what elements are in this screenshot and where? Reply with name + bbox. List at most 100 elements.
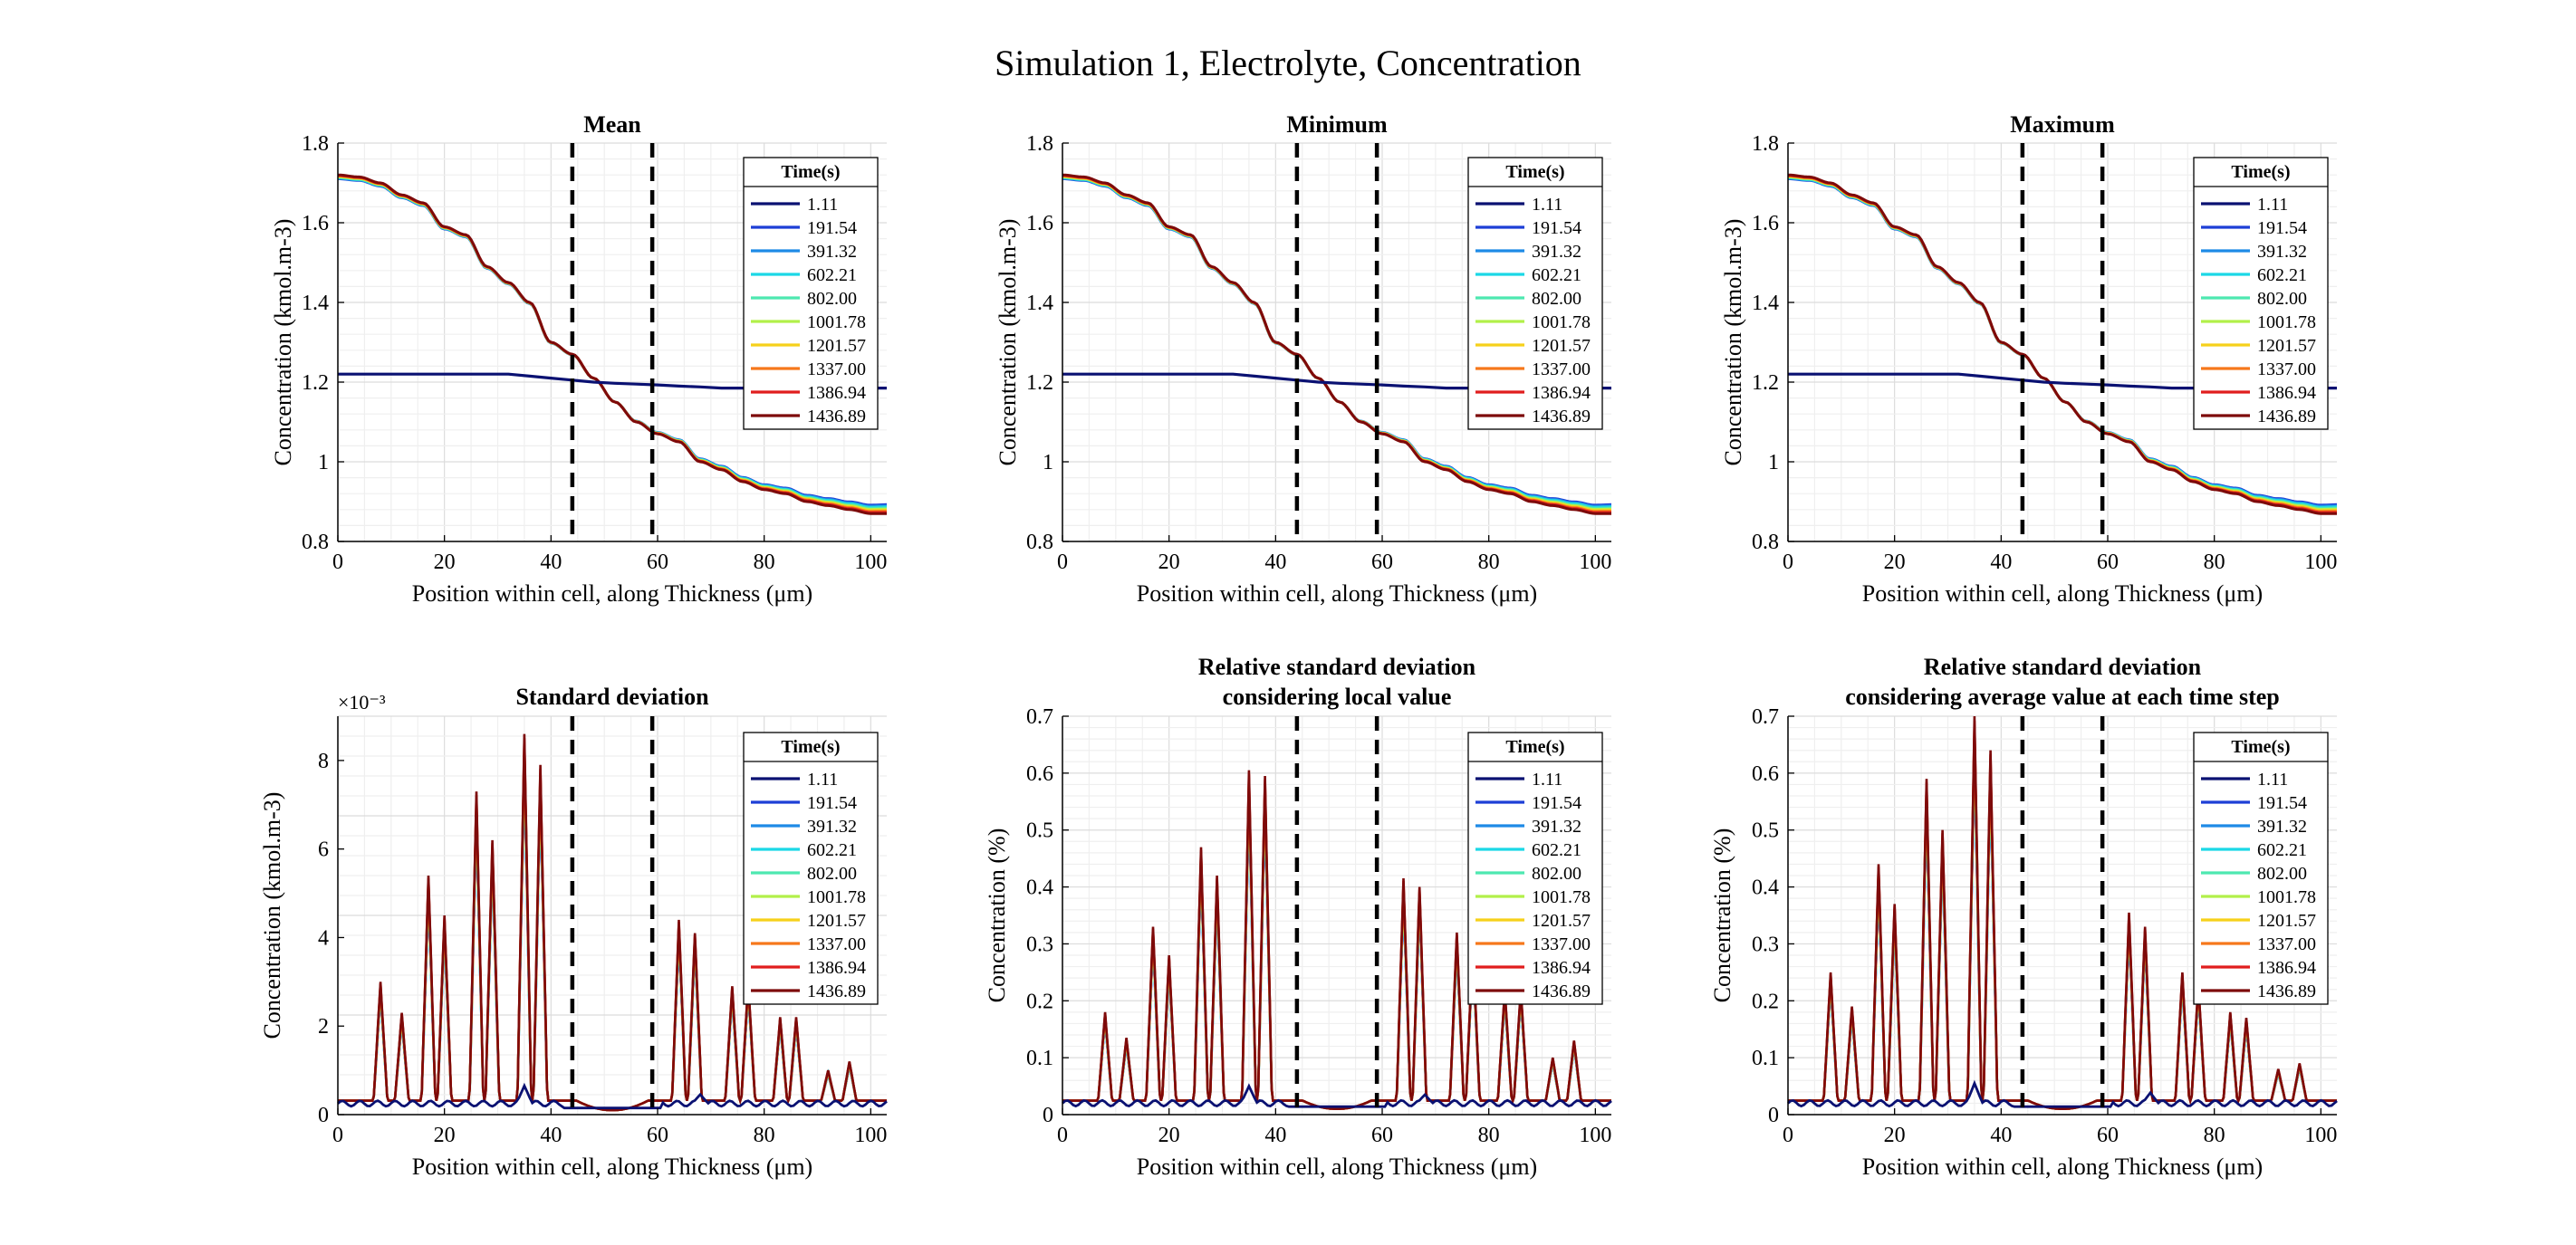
x-tick-label: 20 xyxy=(1884,551,1906,574)
y-tick-label: 0.2 xyxy=(1026,990,1053,1013)
y-tick-label: 0 xyxy=(318,1104,329,1127)
x-tick-label: 0 xyxy=(332,1124,343,1147)
y-tick-label: 0.5 xyxy=(1752,819,1779,843)
x-tick-label: 100 xyxy=(2304,1124,2337,1147)
x-tick-label: 60 xyxy=(2097,551,2119,574)
legend-title: Time(s) xyxy=(1505,737,1564,757)
y-tick-label: 1.4 xyxy=(1752,292,1779,315)
series-line-1.11 xyxy=(337,1082,888,1110)
x-tick-label: 20 xyxy=(434,1124,456,1147)
y-tick-label: 4 xyxy=(318,926,329,950)
x-tick-label: 80 xyxy=(754,1124,775,1147)
y-tick-label: 1.2 xyxy=(1026,371,1053,395)
x-tick-label: 20 xyxy=(1158,551,1180,574)
legend-title: Time(s) xyxy=(781,162,840,182)
y-tick-label: 0.1 xyxy=(1752,1047,1779,1070)
figure-title: Simulation 1, Electrolyte, Concentration xyxy=(995,43,1581,83)
y-tick-label: 1.8 xyxy=(1026,132,1053,156)
legend-label: 1436.89 xyxy=(2257,407,2316,426)
panel-title-line-2: considering local value xyxy=(1223,684,1452,710)
y-axis-label: Concentration (kmol.m-3) xyxy=(259,792,285,1039)
x-tick-label: 60 xyxy=(1371,1124,1393,1147)
legend-label: 602.21 xyxy=(1532,840,1581,860)
x-tick-label: 60 xyxy=(647,551,668,574)
x-axis-label: Position within cell, along Thickness (μ… xyxy=(1137,580,1537,607)
legend-title: Time(s) xyxy=(781,737,840,757)
x-tick-label: 100 xyxy=(854,551,887,574)
legend: Time(s) 1.11 191.54 391.32 602.21 802.00 1001.… xyxy=(2193,732,2329,1005)
chart-panel-2: 0 20 40 60 80 100 0.8 1 1.2 1.4 1.6 1.8 Position wit… xyxy=(995,111,1611,607)
y-tick-label: 0.1 xyxy=(1026,1047,1053,1070)
legend-label: 1.11 xyxy=(2257,770,2288,790)
legend-label: 1386.94 xyxy=(1532,383,1591,403)
y-axis-label: Concentration (kmol.m-3) xyxy=(995,219,1021,466)
legend-label: 602.21 xyxy=(1532,265,1581,285)
y-tick-label: 1.6 xyxy=(1026,212,1053,235)
x-tick-label: 0 xyxy=(1057,551,1068,574)
legend-label: 1337.00 xyxy=(1532,359,1591,379)
legend-title: Time(s) xyxy=(1505,162,1564,182)
y-tick-label: 0.7 xyxy=(1752,705,1779,729)
legend-label: 802.00 xyxy=(1532,289,1581,309)
legend-label: 1201.57 xyxy=(2257,336,2316,356)
legend: Time(s) 1.11 191.54 391.32 602.21 802.00 1001.… xyxy=(743,157,879,430)
legend: Time(s) 1.11 191.54 391.32 602.21 802.00 1001.… xyxy=(743,732,879,1005)
legend-title: Time(s) xyxy=(2231,737,2290,757)
y-tick-label: 1.4 xyxy=(302,292,329,315)
y-tick-label: 0 xyxy=(1768,1104,1779,1127)
legend-label: 1436.89 xyxy=(807,407,866,426)
series-group xyxy=(1062,173,1612,515)
x-axis-label: Position within cell, along Thickness (μ… xyxy=(412,580,812,607)
panel-title: Mean xyxy=(583,111,641,138)
panel-title-line-1: Relative standard deviation xyxy=(1198,654,1476,680)
legend-label: 602.21 xyxy=(807,840,857,860)
legend-label: 1.11 xyxy=(807,770,838,790)
legend-label: 1337.00 xyxy=(2257,359,2316,379)
legend-label: 802.00 xyxy=(807,289,857,309)
y-tick-label: 8 xyxy=(318,750,329,773)
legend-label: 1436.89 xyxy=(1532,982,1591,1001)
legend-label: 191.54 xyxy=(1532,218,1581,238)
legend-label: 1386.94 xyxy=(807,383,866,403)
x-tick-label: 0 xyxy=(1057,1124,1068,1147)
legend-label: 1337.00 xyxy=(807,359,866,379)
legend-label: 1.11 xyxy=(807,195,838,215)
panel-title: Standard deviation xyxy=(515,684,709,710)
x-tick-label: 80 xyxy=(754,551,775,574)
legend-label: 802.00 xyxy=(2257,864,2307,884)
y-tick-label: 1 xyxy=(318,451,329,474)
legend-label: 191.54 xyxy=(2257,793,2307,813)
x-tick-label: 40 xyxy=(1990,1124,2012,1147)
y-axis-label: Concentration (kmol.m-3) xyxy=(1720,219,1746,466)
y-tick-label: 1.6 xyxy=(1752,212,1779,235)
y-tick-label: 0.6 xyxy=(1752,762,1779,786)
legend-label: 1001.78 xyxy=(2257,887,2316,907)
series-line-1436.89 xyxy=(1062,173,1611,515)
legend-label: 1001.78 xyxy=(807,887,866,907)
x-tick-label: 80 xyxy=(2204,551,2225,574)
legend-label: 1.11 xyxy=(2257,195,2288,215)
legend-label: 602.21 xyxy=(807,265,857,285)
legend-label: 802.00 xyxy=(2257,289,2307,309)
legend-label: 1001.78 xyxy=(807,312,866,332)
y-tick-label: 1.2 xyxy=(302,371,329,395)
x-tick-label: 80 xyxy=(2204,1124,2225,1147)
legend-label: 1337.00 xyxy=(2257,934,2316,954)
legend-label: 1436.89 xyxy=(1532,407,1591,426)
series-group xyxy=(1787,173,2338,515)
chart-panel-5: 0 20 40 60 80 100 0 0.1 0.2 0.3 0.4 0.5 0.6 0.7 Positi… xyxy=(984,654,1612,1180)
series-group xyxy=(337,733,888,1112)
legend-label: 1436.89 xyxy=(807,982,866,1001)
series-line-1436.89 xyxy=(1787,173,2337,515)
y-axis-label: Concentration (kmol.m-3) xyxy=(270,219,296,466)
axis-exponent: ×10⁻³ xyxy=(338,691,386,713)
x-tick-label: 20 xyxy=(434,551,456,574)
series-line-1.11 xyxy=(1062,1083,1612,1108)
x-tick-label: 0 xyxy=(1783,551,1793,574)
legend-label: 802.00 xyxy=(807,864,857,884)
y-tick-label: 6 xyxy=(318,838,329,862)
x-tick-label: 40 xyxy=(540,551,562,574)
series-line-1436.89 xyxy=(1788,715,2337,1110)
legend: Time(s) 1.11 191.54 391.32 602.21 802.00 1001.… xyxy=(1467,732,1603,1005)
legend-label: 391.32 xyxy=(2257,817,2307,837)
